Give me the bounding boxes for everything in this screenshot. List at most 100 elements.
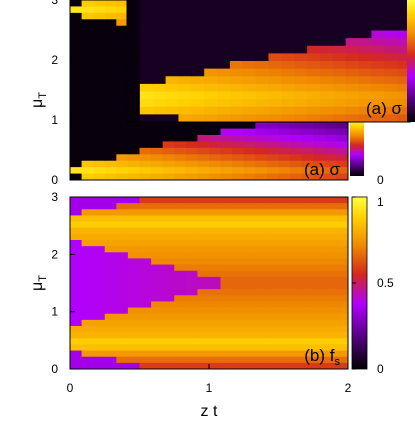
heat-cell <box>255 332 268 339</box>
heat-cell <box>139 332 152 339</box>
heat-cell <box>93 77 106 85</box>
heat-cell <box>104 264 117 272</box>
inset-heat-cell <box>358 38 373 47</box>
inset-heat-cell <box>165 15 180 24</box>
heat-cell <box>174 313 187 321</box>
heat-cell <box>116 160 129 168</box>
heat-cell <box>70 276 83 284</box>
heat-cell <box>243 141 256 149</box>
heat-cell <box>127 362 141 369</box>
heat-cell <box>220 221 233 229</box>
heat-cell <box>93 356 106 364</box>
heat-cell <box>255 350 268 358</box>
inset-heat-cell <box>217 45 231 54</box>
heat-cell <box>93 215 106 223</box>
heat-cell <box>116 77 129 85</box>
heat-cell <box>243 313 256 321</box>
heat-cell <box>174 160 187 168</box>
heat-cell <box>290 264 303 272</box>
heat-cell <box>116 221 129 229</box>
heat-cell <box>209 344 222 352</box>
inset-heat-cell <box>332 83 347 93</box>
heat-cell <box>174 283 187 290</box>
inset-heat-cell <box>217 114 231 122</box>
heat-cell <box>104 160 117 168</box>
heat-cell <box>81 264 94 272</box>
heat-cell <box>313 128 326 136</box>
heat-cell <box>243 203 256 210</box>
heat-cell <box>93 122 106 130</box>
heat-cell <box>209 362 222 369</box>
heat-cell <box>313 270 326 278</box>
heat-cell <box>185 301 199 309</box>
heat-cell <box>174 350 187 358</box>
heat-cell <box>301 252 314 260</box>
heat-cell <box>174 141 187 149</box>
inset-heat-cell <box>281 30 295 39</box>
heat-cell <box>93 264 106 272</box>
heat-cell <box>174 362 187 369</box>
heat-cell <box>81 147 94 155</box>
heat-cell <box>174 252 187 260</box>
heat-cell <box>139 203 152 210</box>
heat-cell <box>185 252 199 260</box>
inset-heat-cell <box>281 106 295 115</box>
inset-heat-cell <box>371 68 385 77</box>
heat-cell <box>313 362 326 369</box>
heat-cell <box>185 276 199 284</box>
heat-cell <box>197 356 210 364</box>
inset-heat-cell <box>397 76 411 85</box>
heat-cell <box>81 38 94 46</box>
heat-cell <box>324 154 338 162</box>
inset-heat-cell <box>165 91 180 100</box>
heat-cell <box>336 209 348 217</box>
heat-cell <box>93 301 106 309</box>
heat-cell <box>266 135 280 143</box>
heat-cell <box>220 326 233 333</box>
heat-cell <box>81 90 94 98</box>
inset-heat-cell <box>191 114 205 122</box>
y-tick-label: 3 <box>51 190 58 204</box>
heat-cell <box>197 319 210 327</box>
inset-heat-cell <box>397 38 411 47</box>
heat-cell <box>151 203 164 210</box>
heat-cell <box>278 301 291 309</box>
inset-heat-cell <box>294 61 308 70</box>
heat-cell <box>104 233 117 241</box>
inset-heat-cell <box>294 38 308 47</box>
heat-cell <box>174 173 187 180</box>
heat-cell <box>70 128 83 136</box>
heat-cell <box>232 313 245 321</box>
heat-cell <box>220 141 233 149</box>
inset-heat-cell <box>281 68 295 77</box>
heat-cell <box>301 289 314 296</box>
heat-cell <box>243 356 256 364</box>
heat-cell <box>232 154 245 162</box>
heat-cell <box>336 203 348 210</box>
heat-cell <box>255 270 268 278</box>
heat-cell <box>324 135 338 143</box>
heat-cell <box>174 332 187 339</box>
heat-cell <box>116 96 129 104</box>
inset-heat-cell <box>178 106 192 115</box>
heat-cell <box>209 258 222 266</box>
heat-cell <box>81 240 94 247</box>
inset-heat-cell <box>384 76 398 85</box>
inset-heat-cell <box>319 45 334 54</box>
inset-heat-cell <box>345 45 360 54</box>
heat-cell <box>209 295 222 303</box>
heat-cell <box>324 240 338 247</box>
inset-heat-cell <box>217 68 231 77</box>
heat-cell <box>209 289 222 296</box>
heat-cell <box>197 270 210 278</box>
heat-cell <box>220 252 233 260</box>
heat-cell <box>232 289 245 296</box>
heat-cell <box>336 141 348 149</box>
heat-cell <box>162 313 175 321</box>
heat-cell <box>104 338 117 346</box>
heat-cell <box>104 283 117 290</box>
heat-cell <box>104 313 117 321</box>
inset-heat-cell <box>242 83 257 93</box>
heat-cell <box>197 252 210 260</box>
heat-cell <box>174 221 187 229</box>
